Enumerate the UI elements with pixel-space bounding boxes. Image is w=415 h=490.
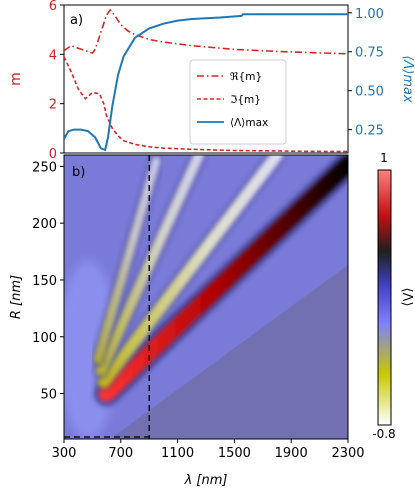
y-tick-label: 200 [32, 217, 57, 232]
series-line-2 [64, 13, 348, 152]
legend-box [189, 59, 287, 145]
panel-a: a) 0 2 4 6 0.25 0.50 0.75 1.00 m ⟨Λ⟩max ℜ{m} ℑ… [8, 0, 415, 162]
left-tick-label: 0 [49, 147, 57, 162]
panel-b-xlabel: λ [nm] [184, 473, 228, 488]
ridge-main [98, 156, 348, 402]
colorbar-top-label: 1 [380, 151, 388, 165]
legend-label-lambda: ⟨Λ⟩max [230, 117, 268, 129]
ridge-secondary [97, 155, 283, 389]
panel-a-ylabel-left: m [8, 72, 24, 86]
panel-b-x-ticks: 300 700 1100 1500 1900 2300 [52, 439, 365, 461]
panel-a-ylabel-right: ⟨Λ⟩max [400, 55, 415, 103]
right-tick-label: 1.00 [355, 7, 384, 22]
panel-a-right-ticks: 0.25 0.50 0.75 1.00 [348, 7, 384, 139]
series-line-1 [64, 56, 348, 153]
ridge-secondary [95, 155, 205, 377]
panel-a-series [64, 8, 348, 153]
colorbar-bottom-label: -0.8 [372, 427, 395, 441]
heatmap [64, 155, 348, 439]
x-tick-label: 2300 [331, 446, 364, 461]
panel-b-label: b) [72, 165, 85, 180]
legend-label-re: ℜ{m} [230, 71, 262, 83]
legend-label-im: ℑ{m} [230, 94, 261, 106]
left-tick-label: 4 [49, 48, 57, 63]
ridge-secondary [93, 156, 161, 364]
panel-b-y-ticks: 50 100 150 200 250 [32, 160, 64, 403]
y-tick-label: 50 [40, 388, 57, 403]
left-tick-label: 6 [49, 0, 57, 14]
heatmap-lower-region [110, 265, 348, 439]
panel-b-frame [63, 154, 349, 440]
panel-b: b) 300 700 1100 1500 1900 2300 50 100 150 200 250… [9, 151, 414, 488]
panel-a-left-ticks: 0 2 4 6 [49, 0, 64, 162]
colorbar-title: ⟨Λ⟩ [399, 287, 414, 306]
x-tick-label: 1500 [218, 446, 251, 461]
right-tick-label: 0.75 [355, 46, 384, 61]
series-line-0 [64, 8, 348, 55]
y-tick-label: 100 [32, 331, 57, 346]
legend: ℜ{m} ℑ{m} ⟨Λ⟩max [189, 59, 287, 145]
panel-b-ylabel: R [nm] [9, 275, 24, 319]
left-tick-label: 2 [49, 98, 57, 113]
colorbar: 1 -0.8 ⟨Λ⟩ [372, 151, 414, 441]
x-tick-label: 700 [108, 446, 133, 461]
y-tick-label: 150 [32, 274, 57, 289]
marker-lines [64, 155, 150, 439]
right-tick-label: 0.50 [355, 85, 384, 100]
panel-a-label: a) [70, 13, 83, 28]
x-tick-label: 1900 [275, 446, 308, 461]
heatmap-ridges [90, 155, 348, 407]
y-tick-label: 250 [32, 160, 57, 175]
x-tick-label: 1100 [161, 446, 194, 461]
x-tick-label: 300 [52, 446, 77, 461]
right-tick-label: 0.25 [355, 124, 384, 139]
colorbar-gradient [377, 169, 392, 426]
